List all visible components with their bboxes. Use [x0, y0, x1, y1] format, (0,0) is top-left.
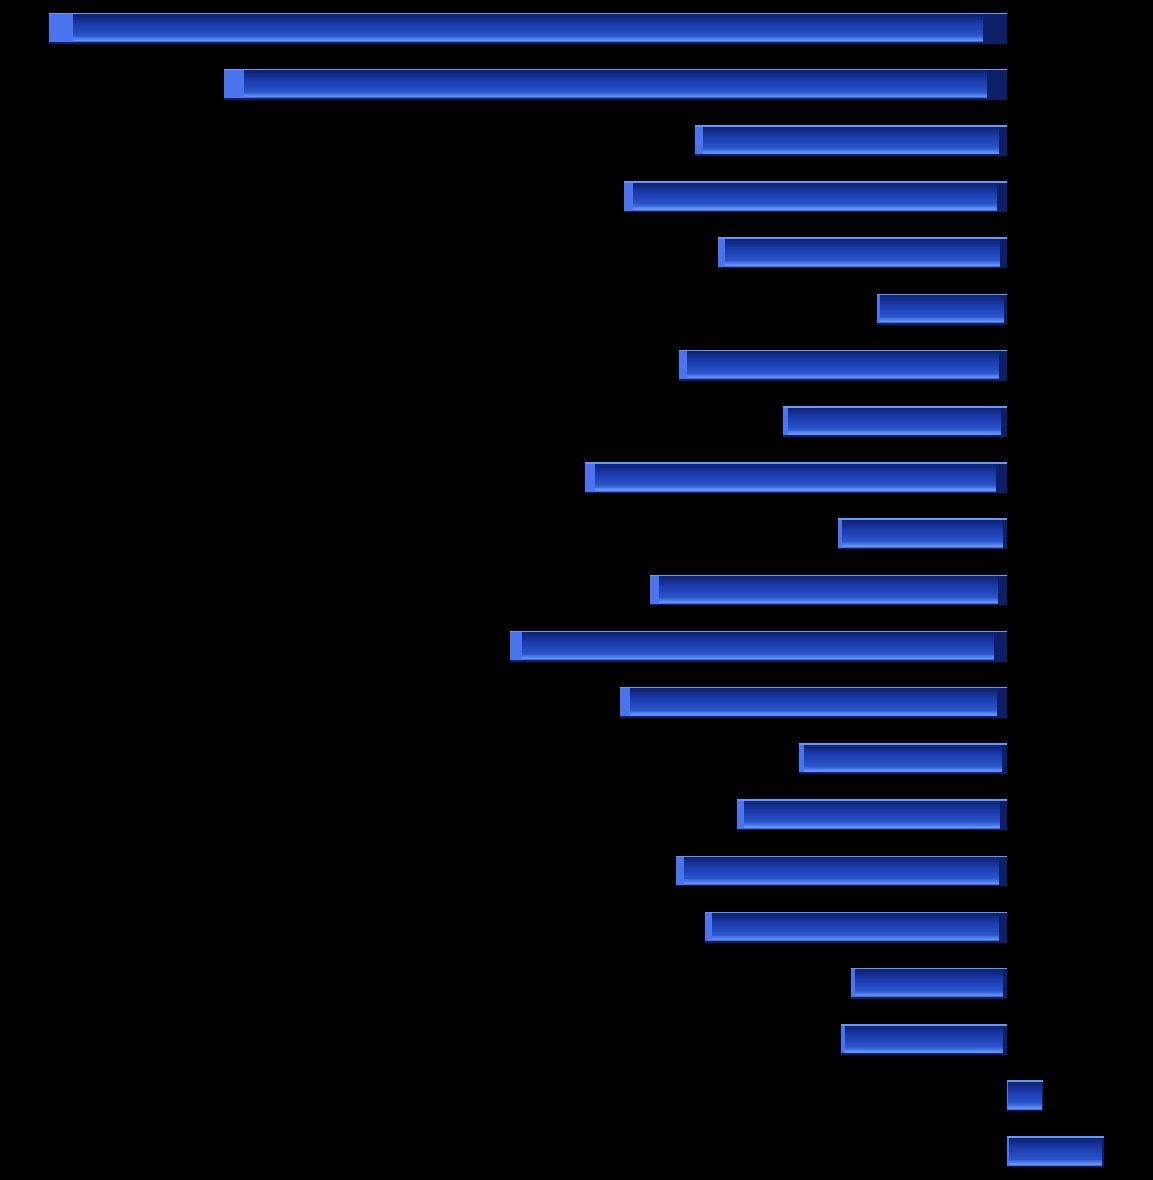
Bar — [851, 997, 1007, 998]
Bar — [718, 238, 725, 267]
Bar — [1007, 1166, 1105, 1167]
Bar — [851, 970, 854, 997]
Bar — [624, 183, 633, 210]
Bar — [838, 518, 1007, 520]
Bar — [48, 42, 1007, 44]
Bar — [620, 716, 1007, 717]
Bar — [695, 155, 1007, 156]
Bar — [877, 323, 1007, 325]
Bar — [679, 379, 1007, 381]
Bar — [510, 631, 1007, 632]
Bar — [695, 125, 1007, 126]
Bar — [585, 463, 1007, 464]
Bar — [997, 576, 1007, 604]
Bar — [510, 632, 522, 660]
Bar — [998, 857, 1007, 885]
Bar — [704, 912, 1007, 913]
Bar — [1007, 1138, 1009, 1166]
Bar — [783, 407, 789, 435]
Bar — [1102, 1138, 1105, 1166]
Bar — [679, 349, 1007, 352]
Bar — [704, 913, 713, 942]
Bar — [224, 68, 1007, 71]
Bar — [799, 773, 1007, 774]
Bar — [224, 71, 243, 98]
Bar — [838, 548, 1007, 549]
Bar — [1003, 295, 1007, 323]
Bar — [838, 520, 842, 548]
Bar — [1001, 407, 1007, 435]
Bar — [737, 801, 744, 828]
Bar — [48, 13, 1007, 14]
Bar — [620, 687, 1007, 688]
Bar — [1003, 970, 1007, 997]
Bar — [877, 294, 1007, 295]
Bar — [695, 126, 703, 155]
Bar — [994, 632, 1007, 660]
Bar — [842, 1025, 845, 1054]
Bar — [987, 71, 1007, 98]
Bar — [676, 857, 684, 885]
Bar — [624, 182, 1007, 183]
Bar — [718, 237, 1007, 240]
Bar — [877, 295, 880, 323]
Bar — [649, 604, 1007, 605]
Bar — [679, 352, 687, 379]
Bar — [649, 576, 658, 604]
Bar — [1007, 1080, 1042, 1082]
Bar — [1000, 238, 1007, 267]
Bar — [1003, 520, 1007, 548]
Bar — [1000, 801, 1007, 828]
Bar — [783, 435, 1007, 437]
Bar — [676, 885, 1007, 886]
Bar — [704, 942, 1007, 943]
Bar — [997, 688, 1007, 716]
Bar — [998, 352, 1007, 379]
Bar — [997, 183, 1007, 210]
Bar — [737, 828, 1007, 831]
Bar — [620, 688, 630, 716]
Bar — [998, 126, 1007, 155]
Bar — [224, 98, 1007, 100]
Bar — [1007, 1109, 1042, 1112]
Bar — [851, 968, 1007, 970]
Bar — [1007, 1136, 1105, 1138]
Bar — [624, 210, 1007, 212]
Bar — [799, 745, 804, 773]
Bar — [996, 464, 1007, 492]
Bar — [1003, 1025, 1007, 1054]
Bar — [676, 856, 1007, 857]
Bar — [585, 464, 595, 492]
Bar — [1002, 745, 1007, 773]
Bar — [799, 743, 1007, 745]
Bar — [1000, 913, 1007, 942]
Bar — [783, 406, 1007, 407]
Bar — [982, 14, 1007, 42]
Bar — [649, 575, 1007, 576]
Bar — [737, 799, 1007, 801]
Bar — [718, 267, 1007, 268]
Bar — [510, 660, 1007, 662]
Bar — [842, 1024, 1007, 1025]
Bar — [48, 14, 73, 42]
Bar — [842, 1054, 1007, 1055]
Bar — [585, 492, 1007, 493]
